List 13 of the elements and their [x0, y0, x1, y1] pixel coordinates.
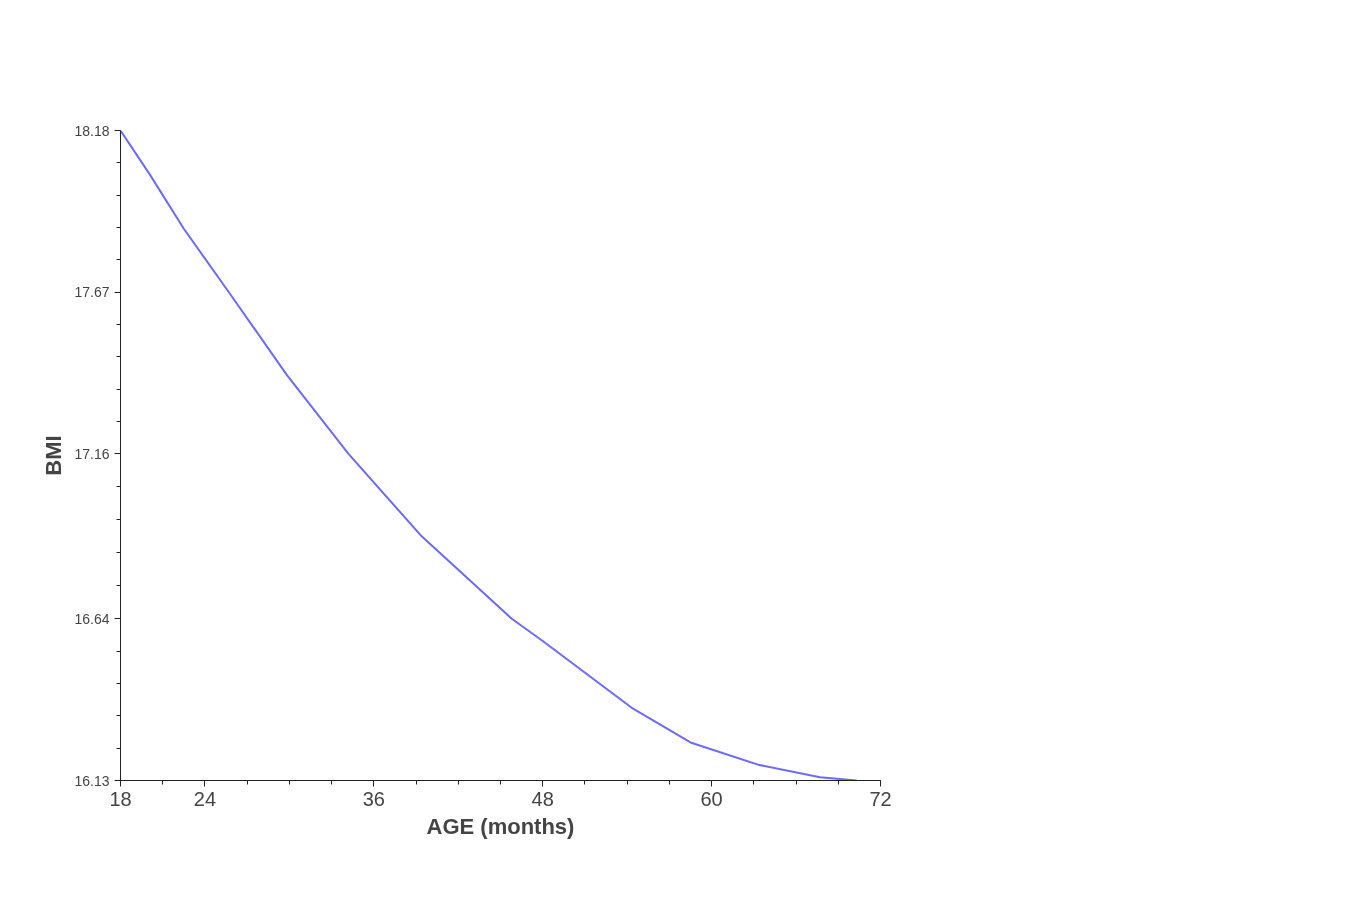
x-tick-label: 24: [193, 787, 217, 810]
x-tick-label: 48: [531, 787, 554, 810]
x-tick-label: 36: [362, 787, 385, 810]
y-tick-label: 16.13: [74, 772, 110, 789]
y-axis-title: BMI: [41, 435, 67, 476]
y-tick-label: 17.67: [74, 284, 110, 301]
x-axis-title: AGE (months): [426, 813, 575, 839]
y-tick-label: 16.64: [74, 610, 110, 627]
x-tick-label: 18: [109, 787, 132, 810]
x-tick-label: 60: [700, 787, 723, 810]
y-tick-label: 18.18: [74, 122, 110, 139]
x-tick-label: 72: [869, 787, 892, 810]
y-tick-label: 17.16: [74, 445, 110, 462]
